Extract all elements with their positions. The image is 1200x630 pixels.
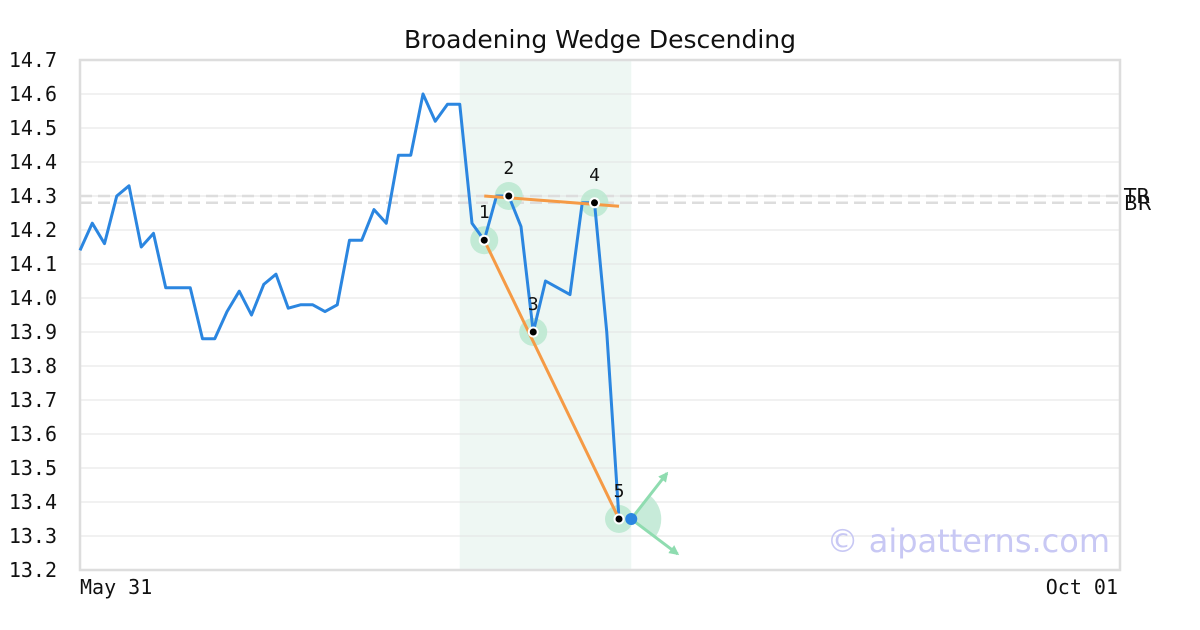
x-tick-label-start: May 31: [80, 575, 152, 599]
pattern-point-label: 4: [589, 165, 600, 186]
pattern-point-label: 5: [614, 481, 625, 502]
pattern-point: [505, 192, 513, 200]
y-tick-label: 14.4: [9, 150, 57, 174]
pattern-point-label: 2: [503, 158, 514, 179]
y-tick-label: 14.7: [9, 48, 57, 72]
pattern-point: [480, 236, 488, 244]
y-tick-label: 13.3: [9, 524, 57, 548]
lower-trendline: [482, 239, 621, 520]
level-label-tr: TR: [1123, 184, 1150, 208]
y-tick-label: 14.3: [9, 184, 57, 208]
y-tick-label: 13.8: [9, 354, 57, 378]
pattern-point: [529, 328, 537, 336]
plot-frame: [78, 58, 1122, 572]
breakout-arrow-up: [630, 471, 669, 520]
y-tick-label: 13.4: [9, 490, 57, 514]
breakout-dot: [625, 513, 638, 525]
y-tick-label: 14.2: [9, 218, 57, 242]
watermark: © aipatterns.com: [827, 522, 1110, 560]
level-label-br: BR: [1124, 191, 1152, 215]
y-tick-label: 13.2: [9, 558, 57, 582]
y-tick-label: 14.1: [9, 252, 57, 276]
breakout-arrow-down: [630, 517, 680, 556]
pattern-point-label: 1: [479, 202, 490, 223]
pattern-point-label: 3: [528, 294, 539, 315]
y-tick-label: 14.6: [9, 82, 57, 106]
y-tick-label: 13.9: [9, 320, 57, 344]
pattern-point: [591, 199, 598, 207]
y-tick-label: 13.6: [9, 422, 57, 446]
x-tick-label-end: Oct 01: [1046, 575, 1118, 599]
chart-title: Broadening Wedge Descending: [404, 25, 796, 54]
y-tick-label: 14.0: [9, 286, 57, 310]
price-line: [78, 92, 621, 520]
pattern-point: [615, 515, 623, 523]
y-tick-label: 14.5: [9, 116, 57, 140]
y-tick-label: 13.7: [9, 388, 57, 412]
breakout-range-wedge: [631, 495, 662, 538]
y-tick-label: 13.5: [9, 456, 57, 480]
